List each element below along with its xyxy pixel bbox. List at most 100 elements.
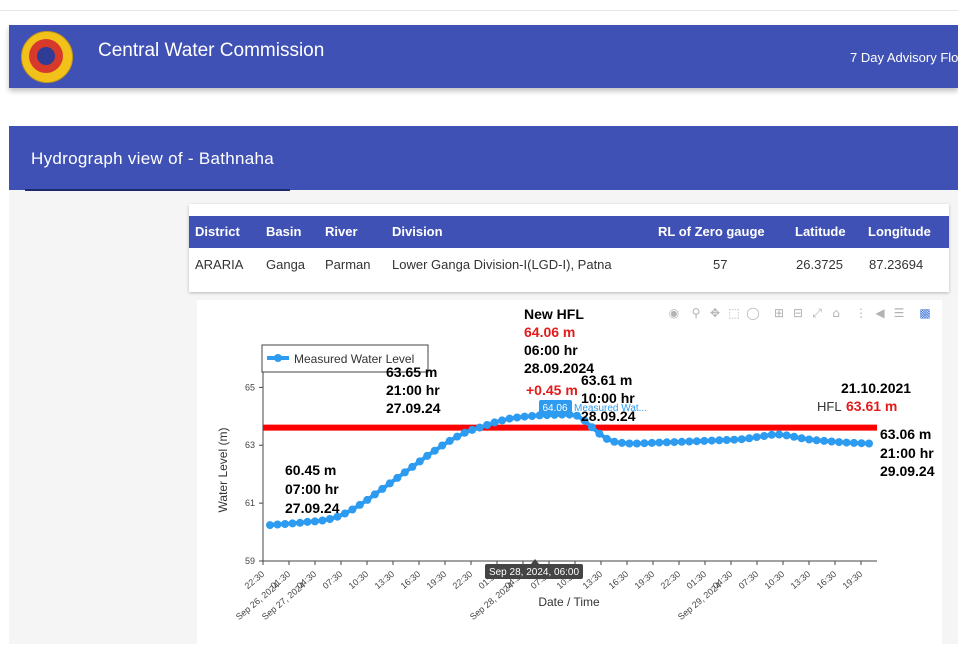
series-point[interactable]: [453, 432, 462, 441]
series-point[interactable]: [647, 438, 656, 447]
series-point[interactable]: [730, 435, 739, 444]
series-point[interactable]: [513, 413, 522, 422]
series-point[interactable]: [348, 505, 357, 514]
series-point[interactable]: [445, 436, 454, 445]
series-point[interactable]: [617, 438, 626, 447]
series-point[interactable]: [827, 437, 836, 446]
series-point[interactable]: [340, 509, 349, 518]
series-point[interactable]: [310, 517, 319, 526]
y-tick-label: 59: [245, 556, 255, 566]
series-point[interactable]: [378, 484, 387, 493]
series-point[interactable]: [805, 435, 814, 444]
series-point[interactable]: [715, 436, 724, 445]
series-point[interactable]: [460, 428, 469, 437]
zoom-in-icon[interactable]: ⊞: [773, 306, 785, 320]
series-point[interactable]: [281, 520, 289, 528]
home-icon[interactable]: ⌂: [832, 306, 840, 320]
series-point[interactable]: [842, 438, 851, 447]
zoom-icon[interactable]: ⚲: [691, 306, 701, 320]
series-point[interactable]: [767, 430, 776, 439]
series-point[interactable]: [692, 437, 701, 446]
series-point[interactable]: [505, 414, 514, 423]
advisory-link[interactable]: 7 Day Advisory Flood: [850, 50, 958, 65]
series-point[interactable]: [677, 437, 686, 446]
series-point[interactable]: [520, 412, 529, 421]
series-point[interactable]: [363, 495, 372, 504]
series-point[interactable]: [415, 457, 424, 466]
series-point[interactable]: [475, 423, 484, 432]
series-point[interactable]: [835, 438, 843, 447]
series-point[interactable]: [490, 418, 499, 427]
zoom-out-icon[interactable]: ⊟: [792, 306, 804, 320]
series-point[interactable]: [790, 432, 799, 441]
series-point[interactable]: [632, 439, 641, 448]
pan-icon[interactable]: ✥: [709, 306, 721, 320]
series-point[interactable]: [318, 516, 327, 525]
series-point[interactable]: [573, 411, 581, 420]
series-point[interactable]: [640, 439, 649, 448]
series-point[interactable]: [296, 518, 304, 527]
plotly-logo-icon[interactable]: ▩: [919, 306, 931, 320]
app-title[interactable]: Central Water Commission: [98, 40, 325, 61]
annotation-start-date: 27.09.24: [285, 500, 340, 516]
series-point[interactable]: [528, 412, 537, 420]
series-point[interactable]: [400, 468, 409, 477]
cell-longitude: 87.23694: [869, 257, 924, 272]
series-point[interactable]: [468, 425, 477, 434]
hover-compare-icon[interactable]: ☰: [893, 306, 905, 320]
series-point[interactable]: [370, 490, 379, 499]
spike-lines-icon[interactable]: ⋮: [855, 306, 867, 320]
series-point[interactable]: [355, 500, 364, 509]
top-navbar: Central Water Commission 7 Day Advisory …: [9, 25, 958, 88]
hover-closest-icon[interactable]: ◀: [875, 306, 885, 320]
series-point[interactable]: [333, 512, 342, 521]
series-point[interactable]: [385, 479, 394, 488]
series-point[interactable]: [438, 441, 447, 450]
series-point[interactable]: [700, 436, 709, 445]
series-point[interactable]: [707, 436, 716, 445]
series-point[interactable]: [797, 434, 806, 443]
box-select-icon[interactable]: ⬚: [728, 306, 740, 320]
series-points: [266, 410, 873, 530]
series-point[interactable]: [498, 416, 507, 425]
series-point[interactable]: [782, 431, 791, 440]
series-point[interactable]: [812, 436, 821, 445]
series-point[interactable]: [625, 439, 634, 448]
series-point[interactable]: [595, 429, 604, 438]
series-point[interactable]: [662, 438, 671, 447]
series-point[interactable]: [303, 517, 312, 526]
lasso-icon[interactable]: ◯: [746, 306, 760, 320]
series-point[interactable]: [685, 437, 694, 446]
series-point[interactable]: [393, 473, 402, 482]
series-point[interactable]: [857, 439, 866, 448]
camera-icon[interactable]: ◉: [668, 306, 680, 320]
autoscale-icon[interactable]: ⤢: [812, 306, 822, 320]
series-point[interactable]: [670, 438, 679, 447]
series-point[interactable]: [752, 433, 761, 442]
series-point[interactable]: [588, 423, 596, 432]
series-point[interactable]: [325, 515, 334, 523]
series-point[interactable]: [722, 436, 731, 444]
series-point[interactable]: [423, 451, 432, 460]
series-point[interactable]: [266, 521, 274, 530]
series-point[interactable]: [580, 416, 589, 425]
series-point[interactable]: [273, 520, 282, 529]
series-point[interactable]: [483, 421, 492, 429]
series-point[interactable]: [760, 432, 769, 440]
series-point[interactable]: [288, 519, 297, 528]
series-point[interactable]: [408, 462, 417, 471]
series-point[interactable]: [655, 438, 664, 447]
series-point[interactable]: [737, 435, 746, 444]
series-point[interactable]: [610, 437, 619, 446]
legend[interactable]: Measured Water Level: [261, 344, 429, 373]
series-point[interactable]: [745, 434, 754, 443]
annotation-start-time: 07:00 hr: [285, 481, 339, 497]
series-point[interactable]: [430, 446, 439, 455]
series-point[interactable]: [850, 438, 858, 447]
series-point[interactable]: [820, 436, 829, 445]
series-point[interactable]: [775, 430, 784, 439]
annotation-end-date: 29.09.24: [880, 463, 935, 479]
series-point[interactable]: [865, 439, 873, 448]
cwc-logo-icon[interactable]: [21, 31, 73, 83]
series-point[interactable]: [602, 434, 611, 443]
